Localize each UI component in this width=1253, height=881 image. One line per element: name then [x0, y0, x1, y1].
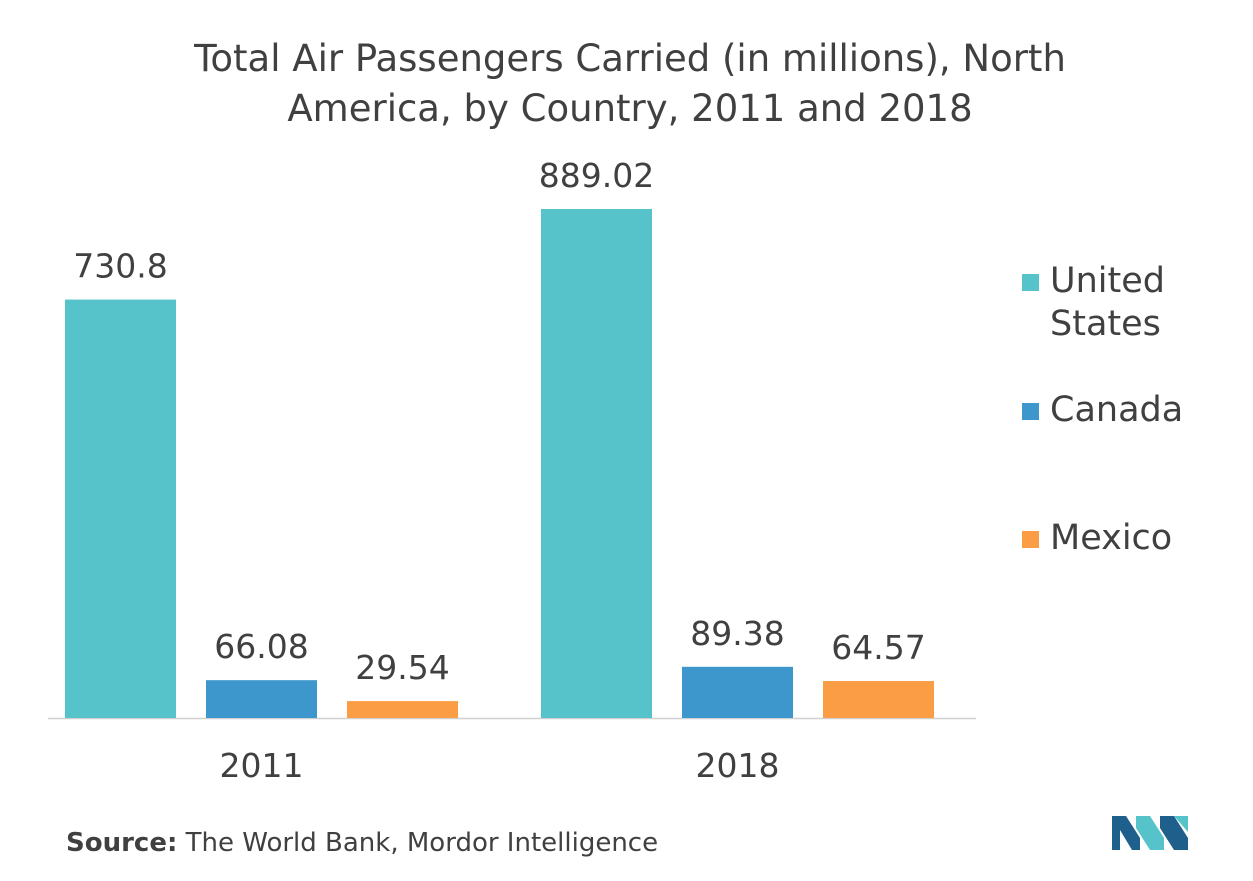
legend-label-canada: Canada — [1050, 390, 1184, 430]
bar-united-states-2018 — [541, 209, 652, 718]
data-label-united-states-2018: 889.02 — [539, 156, 654, 195]
legend-label-mexico: Mexico — [1050, 518, 1173, 558]
bar-mexico-2011 — [347, 701, 458, 718]
data-label-canada-2018: 89.38 — [690, 614, 784, 653]
legend-swatch-canada — [1022, 403, 1039, 420]
legend-item-united-states: United States — [1022, 260, 1200, 346]
legend-swatch-mexico — [1022, 531, 1039, 548]
data-label-mexico-2011: 29.54 — [355, 648, 449, 687]
legend-item-canada: Canada — [1022, 389, 1200, 432]
source-text: The World Bank, Mordor Intelligence — [185, 828, 659, 858]
x-tick-label-2018: 2018 — [696, 746, 780, 785]
legend-item-mexico: Mexico — [1022, 517, 1200, 560]
source-note: Source: The World Bank, Mordor Intellige… — [66, 828, 658, 858]
bar-canada-2018 — [682, 666, 793, 718]
mordor-intelligence-logo-icon — [1112, 816, 1188, 850]
chart-title: Total Air Passengers Carried (in million… — [194, 37, 1066, 130]
bar-canada-2011 — [206, 680, 317, 718]
x-tick-label-2011: 2011 — [220, 746, 304, 785]
data-label-canada-2011: 66.08 — [214, 627, 308, 666]
bar-united-states-2011 — [65, 299, 176, 718]
legend-swatch-united-states — [1022, 274, 1039, 291]
data-label-mexico-2018: 64.57 — [831, 628, 925, 667]
data-label-united-states-2011: 730.8 — [73, 247, 167, 286]
legend-label-united-states: United States — [1050, 261, 1165, 344]
bar-mexico-2018 — [823, 681, 934, 718]
source-label: Source: — [66, 828, 178, 858]
